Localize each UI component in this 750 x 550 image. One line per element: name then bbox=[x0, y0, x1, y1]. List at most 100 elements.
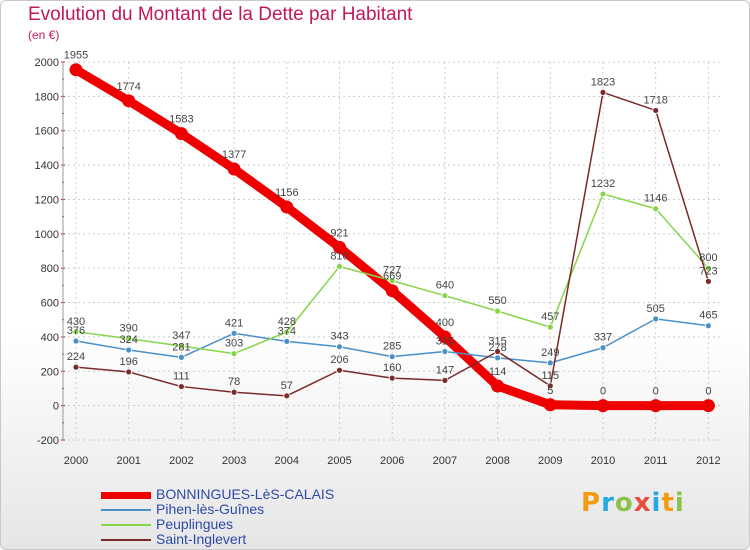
data-label: 206 bbox=[330, 354, 348, 366]
data-point bbox=[388, 374, 396, 382]
data-label: 285 bbox=[383, 341, 401, 353]
data-label: 428 bbox=[278, 316, 296, 328]
data-label: 430 bbox=[67, 316, 85, 328]
data-point bbox=[543, 398, 557, 412]
data-point bbox=[122, 94, 136, 108]
logo-letter: i bbox=[651, 488, 662, 518]
logo-letter: o bbox=[614, 488, 634, 518]
y-tick-label: 1800 bbox=[35, 91, 59, 103]
x-tick-label: 2011 bbox=[644, 455, 668, 467]
data-point bbox=[494, 307, 502, 315]
legend-swatch bbox=[101, 539, 151, 541]
x-tick-label: 2003 bbox=[222, 455, 246, 467]
logo-letter: x bbox=[633, 488, 652, 518]
data-label: 376 bbox=[67, 325, 85, 337]
data-point bbox=[125, 346, 133, 354]
data-label: 278 bbox=[488, 342, 506, 354]
data-label: 315 bbox=[488, 336, 506, 348]
x-tick-label: 2008 bbox=[485, 455, 509, 467]
data-label: 324 bbox=[120, 334, 138, 346]
logo-letter: t bbox=[661, 488, 675, 518]
data-label: 457 bbox=[541, 311, 559, 323]
y-tick-label: 1400 bbox=[35, 160, 59, 172]
data-label: 374 bbox=[278, 325, 296, 337]
legend-label: Peuplingues bbox=[156, 516, 234, 532]
data-label: 1774 bbox=[116, 81, 140, 93]
y-tick-label: -200 bbox=[37, 435, 59, 447]
legend-swatch bbox=[101, 524, 151, 526]
data-point bbox=[177, 342, 185, 350]
data-label: 1955 bbox=[64, 50, 88, 62]
data-label: 421 bbox=[225, 317, 243, 329]
data-label: 0 bbox=[705, 386, 711, 398]
data-label: 1718 bbox=[643, 94, 667, 106]
data-point bbox=[69, 63, 83, 77]
data-point bbox=[283, 337, 291, 345]
data-label: 505 bbox=[647, 303, 665, 315]
data-label: 281 bbox=[172, 341, 190, 353]
data-label: 640 bbox=[436, 280, 454, 292]
data-label: 921 bbox=[330, 227, 348, 239]
data-label: 337 bbox=[594, 332, 612, 344]
x-tick-label: 2007 bbox=[433, 455, 457, 467]
data-point bbox=[230, 329, 238, 337]
data-label: 111 bbox=[173, 371, 190, 383]
data-point bbox=[280, 200, 294, 214]
data-label: 114 bbox=[489, 366, 507, 378]
data-label: 0 bbox=[600, 386, 606, 398]
data-label: 147 bbox=[436, 364, 454, 376]
data-label: 1232 bbox=[591, 178, 615, 190]
data-label: 57 bbox=[281, 380, 293, 392]
data-label: 160 bbox=[383, 362, 401, 374]
y-tick-label: 2000 bbox=[35, 57, 59, 69]
y-tick-label: 600 bbox=[41, 298, 59, 310]
y-tick-label: 0 bbox=[53, 401, 59, 413]
data-point bbox=[125, 368, 133, 376]
data-label: 249 bbox=[541, 347, 559, 359]
data-label: 78 bbox=[228, 376, 240, 388]
data-point bbox=[336, 343, 343, 351]
data-label: 465 bbox=[699, 310, 717, 322]
data-point bbox=[705, 264, 712, 272]
x-tick-label: 2004 bbox=[275, 455, 299, 467]
data-point bbox=[649, 399, 663, 413]
y-tick-label: 1000 bbox=[35, 229, 59, 241]
data-point bbox=[546, 359, 554, 367]
data-point bbox=[336, 366, 343, 374]
data-label: 1823 bbox=[591, 76, 615, 88]
legend-label: BONNINGUES-LèS-CALAIS bbox=[156, 486, 335, 502]
x-tick-label: 2005 bbox=[327, 455, 351, 467]
data-point bbox=[336, 263, 343, 270]
logo-letter: r bbox=[601, 488, 615, 518]
data-point bbox=[652, 315, 660, 323]
data-point bbox=[72, 363, 80, 371]
data-label: 723 bbox=[699, 265, 717, 277]
data-label: 1377 bbox=[222, 149, 246, 161]
legend-swatch bbox=[101, 509, 151, 511]
data-label: 347 bbox=[172, 330, 190, 342]
x-tick-label: 2000 bbox=[64, 455, 88, 467]
data-point bbox=[72, 328, 80, 336]
legend-label: Pihen-lès-Guînes bbox=[156, 501, 265, 517]
data-label: 400 bbox=[436, 317, 454, 329]
y-tick-label: 1200 bbox=[35, 194, 59, 206]
data-point bbox=[72, 337, 80, 345]
logo-letter: P bbox=[581, 488, 602, 518]
logo-letter: i bbox=[674, 488, 685, 518]
data-point bbox=[333, 240, 346, 254]
y-tick-label: 1600 bbox=[35, 126, 59, 138]
data-point bbox=[599, 89, 607, 96]
data-label: 550 bbox=[488, 295, 506, 307]
data-point bbox=[438, 330, 452, 344]
data-point bbox=[705, 278, 712, 285]
x-tick-label: 2001 bbox=[116, 455, 140, 467]
data-point bbox=[227, 162, 241, 176]
data-label: 1156 bbox=[275, 187, 299, 199]
proxiti-logo: Proxiti bbox=[581, 488, 685, 518]
y-tick-label: 200 bbox=[41, 366, 59, 378]
y-tick-label: 400 bbox=[41, 332, 59, 344]
data-label: 390 bbox=[120, 323, 138, 335]
data-label: 727 bbox=[383, 265, 401, 277]
data-point bbox=[441, 376, 449, 384]
